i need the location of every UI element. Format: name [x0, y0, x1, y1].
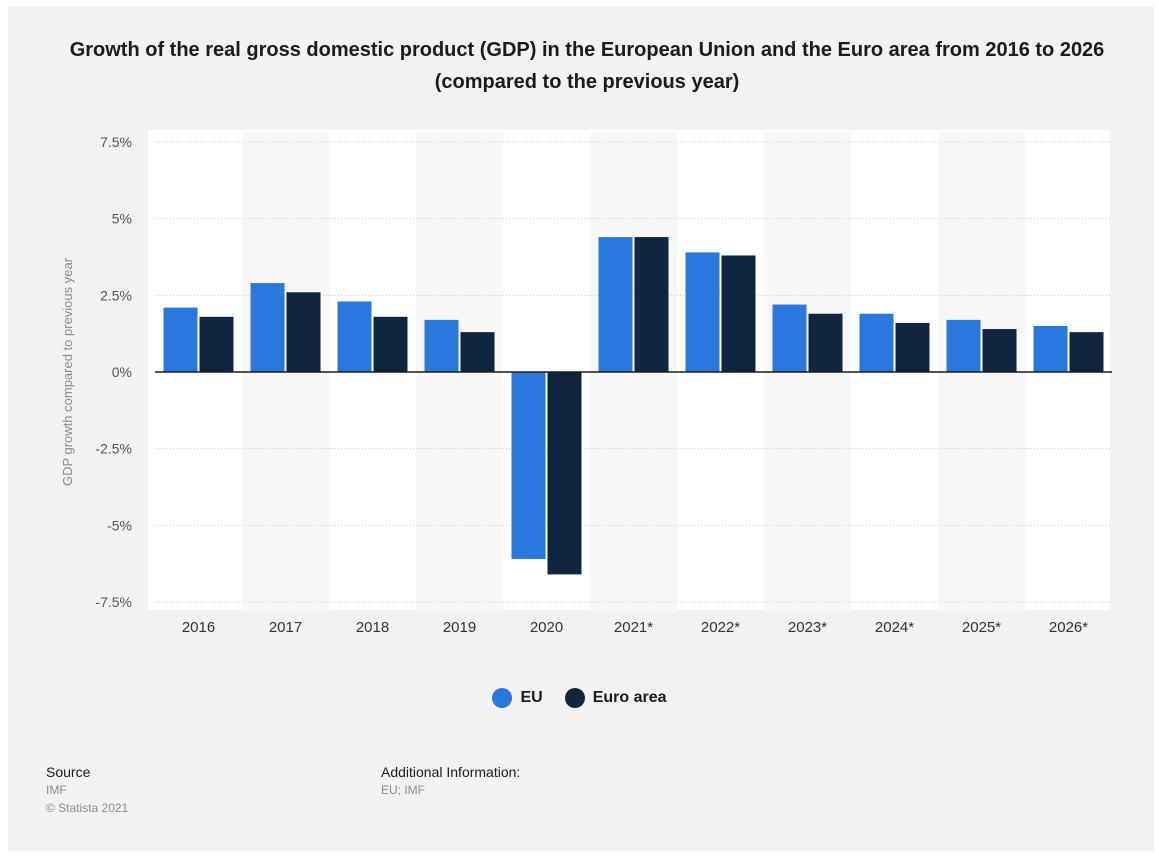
- legend-swatch-euro-area: [564, 688, 585, 708]
- x-tick-label: 2024*: [875, 619, 914, 636]
- x-tick-label: 2016: [182, 619, 215, 636]
- bar-euro-area: [721, 255, 756, 372]
- bar-eu: [859, 313, 894, 372]
- bar-eu: [511, 372, 546, 560]
- x-tick-label: 2018: [356, 619, 389, 636]
- bar-eu: [598, 237, 633, 372]
- bar-euro-area: [547, 372, 582, 575]
- y-tick-label: 0%: [112, 364, 132, 380]
- chart-title: Growth of the real gross domestic produc…: [69, 39, 1105, 93]
- x-tick-label: 2022*: [701, 619, 740, 636]
- x-tick-label: 2023*: [788, 619, 827, 636]
- bar-eu: [685, 252, 720, 372]
- y-axis-label: GDP growth compared to previous year: [60, 257, 75, 486]
- bar-euro-area: [634, 237, 669, 372]
- bar-eu: [424, 319, 459, 372]
- bar-euro-area: [199, 316, 234, 372]
- legend: EU Euro area: [0, 688, 1159, 708]
- y-tick-label: 7.5%: [100, 134, 132, 150]
- bar-eu: [250, 283, 285, 372]
- source-heading: Source: [46, 764, 91, 780]
- bar-euro-area: [1069, 332, 1104, 372]
- x-tick-label: 2017: [269, 619, 302, 636]
- y-tick-label: -7.5%: [95, 594, 132, 610]
- bar-eu: [337, 301, 372, 372]
- source-line[interactable]: IMF: [46, 783, 67, 797]
- bar-eu: [163, 307, 198, 372]
- legend-swatch-eu: [492, 688, 513, 708]
- additional-info-heading: Additional Information:: [381, 764, 521, 780]
- y-tick-label: 2.5%: [100, 287, 132, 303]
- x-tick-label: 2019: [443, 619, 476, 636]
- x-tick-label: 2025*: [962, 619, 1001, 636]
- bar-euro-area: [286, 292, 321, 372]
- bar-euro-area: [982, 329, 1017, 372]
- y-tick-label: 5%: [112, 211, 132, 227]
- bar-euro-area: [895, 322, 930, 372]
- bar-euro-area: [460, 332, 495, 372]
- bar-euro-area: [373, 316, 408, 372]
- bar-euro-area: [808, 313, 843, 372]
- legend-item-euro-area[interactable]: Euro area: [564, 688, 667, 708]
- bar-eu: [946, 319, 981, 372]
- copyright-line: © Statista 2021: [46, 801, 129, 815]
- legend-item-eu[interactable]: EU: [492, 688, 543, 708]
- additional-info-line: EU; IMF: [381, 783, 425, 797]
- x-tick-label: 2020: [530, 619, 563, 636]
- x-tick-label: 2026*: [1049, 619, 1088, 636]
- y-tick-label: -2.5%: [95, 441, 132, 457]
- bar-eu: [1033, 326, 1068, 372]
- bar-eu: [772, 304, 807, 372]
- legend-label-eu: EU: [520, 689, 543, 706]
- y-tick-label: -5%: [107, 517, 132, 533]
- x-tick-label: 2021*: [614, 619, 653, 636]
- legend-label-euro-area: Euro area: [592, 689, 667, 706]
